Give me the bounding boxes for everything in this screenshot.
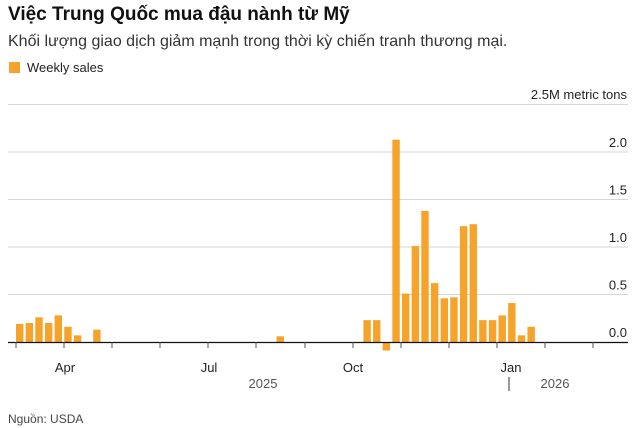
bar (73, 335, 82, 342)
bar (16, 323, 24, 342)
bar (508, 303, 516, 342)
bar (459, 226, 468, 342)
legend-label: Weekly sales (27, 60, 104, 75)
bar (392, 139, 400, 342)
bar (64, 326, 72, 342)
bar (488, 320, 497, 342)
y-tick-label: 0.5 (609, 278, 627, 293)
bar (35, 317, 43, 342)
chart-title: Việc Trung Quốc mua đậu nành từ Mỹ (8, 4, 350, 25)
y-tick-label: 2.0 (609, 135, 627, 150)
bar (373, 320, 381, 342)
source-note: Nguồn: USDA (8, 412, 84, 426)
x-year-label: 2025 (249, 376, 278, 391)
bar (527, 326, 535, 342)
bar (440, 298, 448, 342)
bar (382, 342, 391, 351)
x-year-label: 2026 (541, 376, 570, 391)
bar (54, 315, 62, 342)
x-month-label: Apr (55, 360, 76, 375)
bar (363, 320, 371, 342)
bar (469, 224, 477, 342)
bar (25, 323, 34, 342)
bar (450, 297, 458, 342)
legend-swatch (9, 62, 20, 73)
x-month-label: Oct (343, 360, 364, 375)
bar (517, 335, 526, 342)
bar (44, 323, 53, 342)
y-axis-unit-label: 2.5M metric tons (530, 87, 627, 102)
y-tick-label: 1.0 (609, 230, 627, 245)
bar (93, 329, 101, 342)
bar (402, 293, 410, 342)
chart-subtitle: Khối lượng giao dịch giảm mạnh trong thờ… (8, 33, 508, 50)
bar (498, 315, 506, 342)
y-tick-label: 0.0 (609, 325, 627, 340)
bar (276, 336, 284, 342)
bar (430, 283, 439, 342)
bar (421, 210, 429, 342)
x-month-label: Jul (201, 360, 218, 375)
legend: Weekly sales (9, 60, 103, 75)
bar (479, 320, 487, 342)
x-month-label: Jan (501, 360, 522, 375)
y-tick-label: 1.5 (609, 183, 627, 198)
bar (411, 246, 420, 342)
